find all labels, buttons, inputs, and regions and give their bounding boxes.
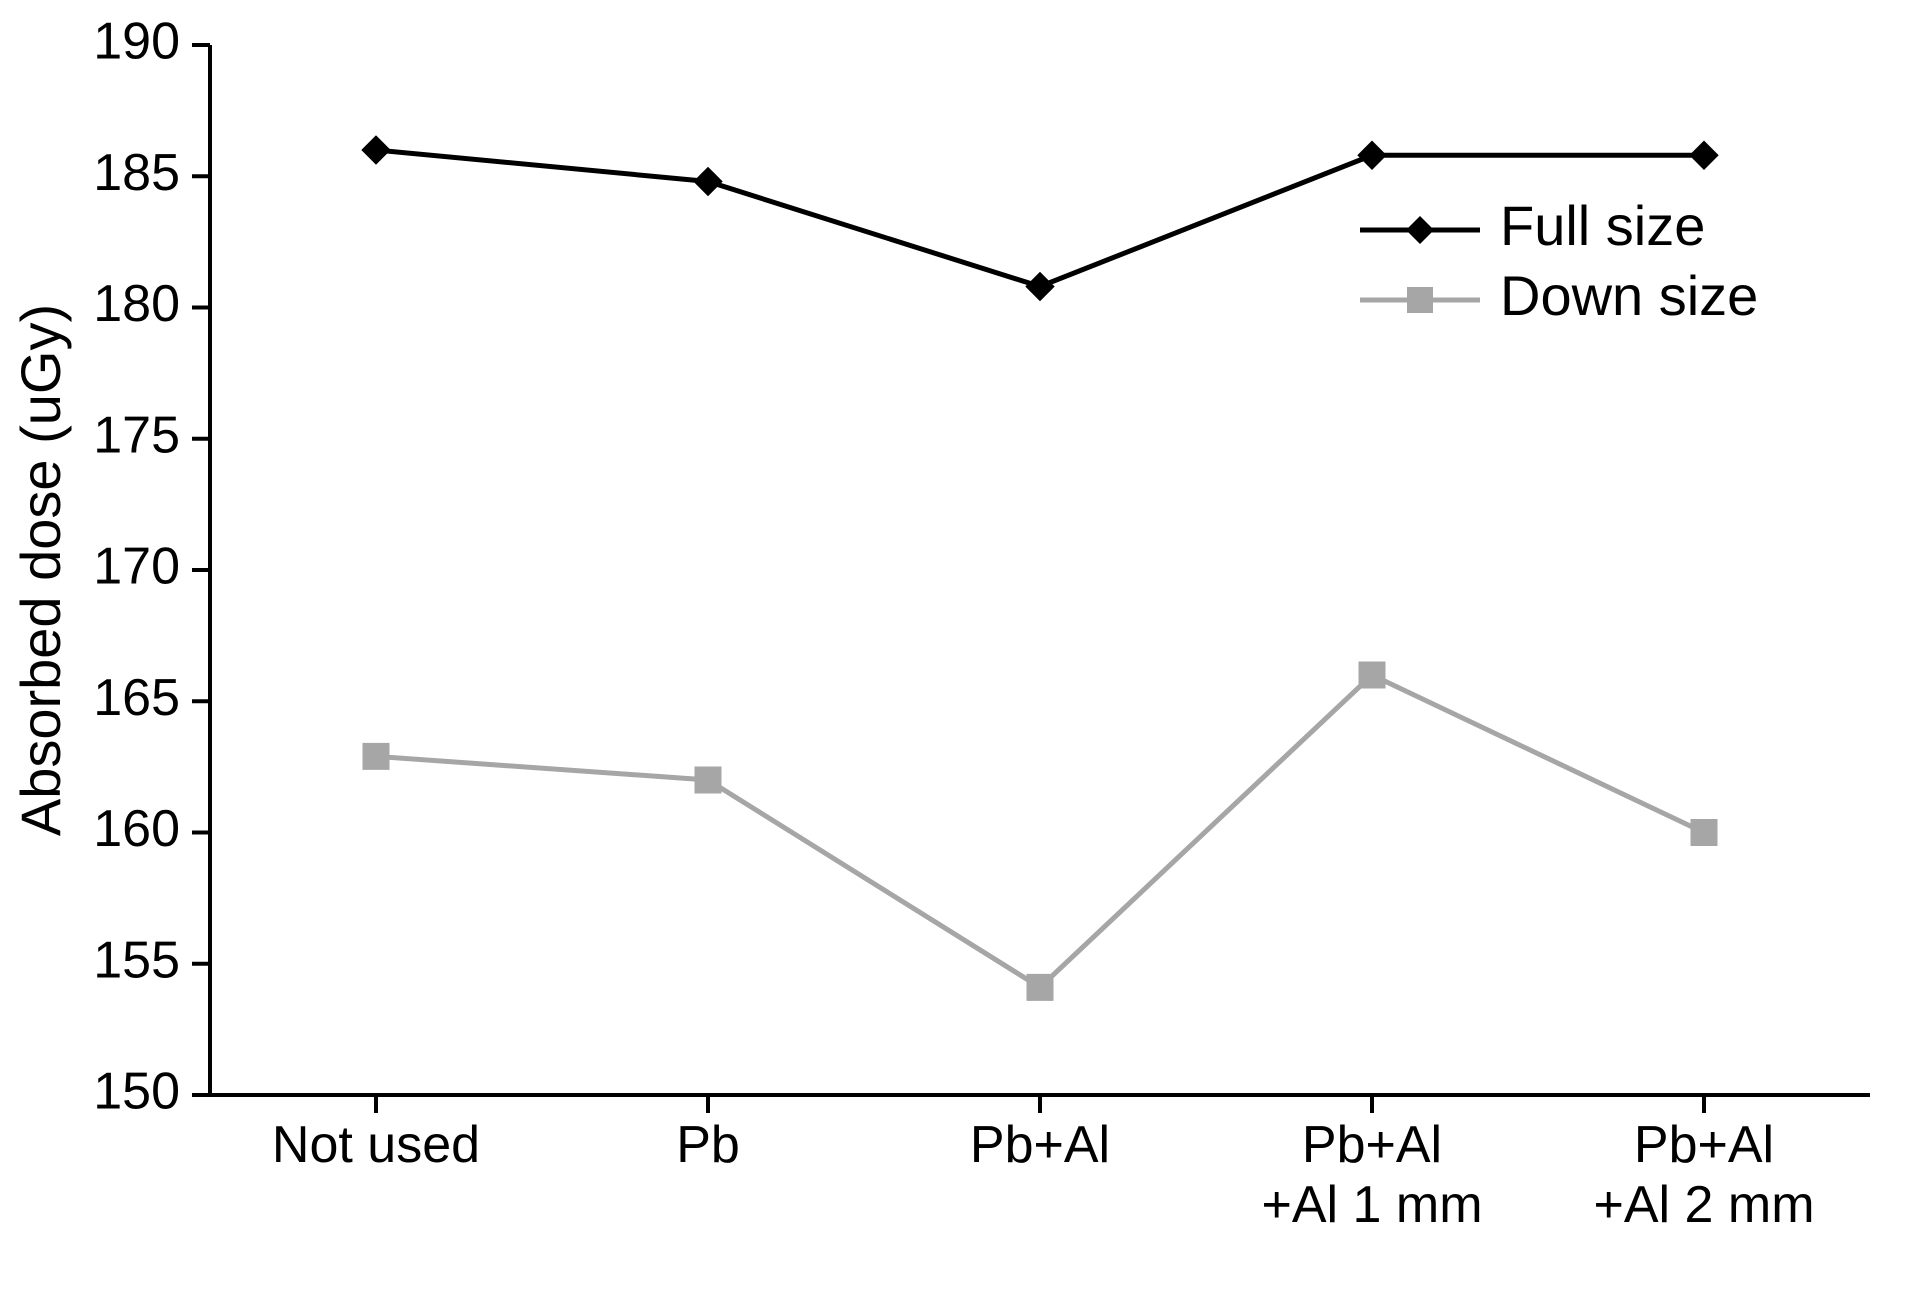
marker-square xyxy=(695,767,721,793)
line-chart: 150 155 160 165 170 175 180 185 190 Absorbed dose… xyxy=(0,0,1917,1295)
y-tick-label: 180 xyxy=(93,275,180,333)
y-tick-label: 155 xyxy=(93,931,180,989)
y-tick-label: 175 xyxy=(93,406,180,464)
y-tick-label: 150 xyxy=(93,1063,180,1121)
y-tick-label: 160 xyxy=(93,800,180,858)
marker-square xyxy=(363,743,389,769)
chart-container: 150 155 160 165 170 175 180 185 190 Absorbed dose… xyxy=(0,0,1917,1295)
legend-swatch-marker xyxy=(1407,287,1433,313)
x-tick-label: Pb+Al xyxy=(970,1116,1110,1174)
y-axis-label: Absorbed dose (uGy) xyxy=(9,304,72,836)
legend-label: Down size xyxy=(1500,264,1758,327)
marker-square xyxy=(1027,974,1053,1000)
y-tick-label: 185 xyxy=(93,144,180,202)
marker-square xyxy=(1359,662,1385,688)
y-tick-label: 190 xyxy=(93,13,180,71)
marker-square xyxy=(1691,820,1717,846)
x-tick-label: Not used xyxy=(272,1116,480,1174)
y-tick-label: 165 xyxy=(93,669,180,727)
x-tick-label: Pb xyxy=(676,1116,740,1174)
y-tick-label: 170 xyxy=(93,538,180,596)
legend-label: Full size xyxy=(1500,194,1705,257)
